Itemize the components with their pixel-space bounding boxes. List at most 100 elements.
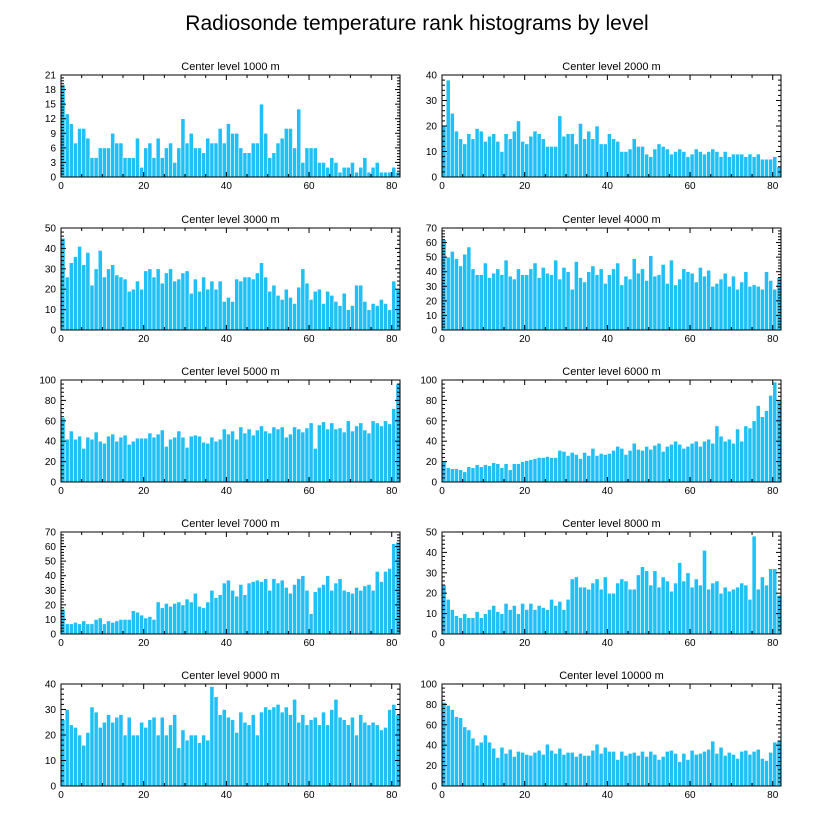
bar: [296, 428, 302, 483]
bar: [507, 609, 513, 635]
bar: [387, 568, 393, 635]
y-tick-label: 30: [426, 568, 438, 579]
bar: [772, 381, 778, 483]
bar: [139, 614, 144, 635]
bar: [246, 152, 252, 178]
y-axis: 0 10 20 30 40: [426, 71, 781, 184]
bar: [755, 405, 761, 483]
bar: [631, 442, 637, 483]
bar: [213, 440, 219, 483]
bar: [693, 281, 699, 331]
bar: [615, 141, 621, 178]
bar: [325, 428, 331, 483]
bar: [304, 147, 310, 178]
bar: [267, 589, 273, 635]
y-tick-label: 80: [426, 396, 438, 407]
bar: [242, 721, 248, 787]
bar: [366, 309, 372, 331]
bar: [139, 288, 144, 331]
y-tick-label: 20: [45, 285, 57, 296]
bar: [553, 457, 559, 483]
bar: [118, 276, 124, 331]
bar: [176, 147, 182, 178]
bar: [714, 425, 720, 483]
bar: [205, 739, 211, 787]
bar: [354, 171, 359, 178]
bar: [602, 746, 608, 787]
bar: [73, 622, 78, 635]
bar: [615, 582, 621, 635]
bar: [155, 601, 161, 635]
bar: [540, 754, 546, 787]
y-tick-label: 10: [426, 147, 438, 158]
bar: [110, 721, 116, 787]
bar: [85, 252, 91, 331]
bar: [669, 153, 674, 178]
bar: [644, 153, 650, 178]
bar: [561, 267, 567, 331]
bar: [698, 445, 703, 483]
bar: [578, 586, 583, 635]
bar: [151, 157, 157, 178]
bar: [350, 162, 355, 178]
bar: [545, 456, 550, 483]
bar: [483, 262, 488, 331]
bar: [354, 734, 359, 787]
bar: [449, 609, 455, 635]
bar: [184, 270, 190, 331]
bar: [184, 598, 190, 635]
bar: [85, 732, 91, 787]
bar: [296, 578, 302, 635]
bar: [462, 143, 468, 178]
bar: [122, 734, 128, 787]
bar: [391, 543, 397, 635]
bar: [147, 268, 153, 331]
bar: [627, 753, 633, 787]
panel-3: Center level 3000 m 0 20 40 60 80 0 10 20 30 40 50: [45, 214, 401, 345]
bar: [151, 436, 157, 483]
bar: [545, 146, 550, 178]
bar: [383, 571, 388, 635]
bar: [139, 166, 144, 178]
bar: [300, 268, 306, 331]
bar: [660, 576, 666, 635]
bar: [747, 153, 753, 178]
bar: [358, 589, 364, 635]
bar: [507, 138, 513, 178]
x-tick-label: 80: [767, 638, 779, 649]
bar: [611, 751, 616, 787]
bar: [333, 582, 339, 635]
bar: [607, 453, 612, 483]
bar: [594, 578, 600, 635]
x-axis: 0 20 40 60 80: [58, 532, 398, 649]
bar: [503, 259, 509, 331]
bar: [598, 588, 604, 635]
bar: [341, 431, 347, 483]
bar: [321, 584, 326, 635]
bar: [250, 581, 256, 635]
bar: [445, 705, 451, 787]
bar: [288, 433, 293, 483]
bar: [143, 437, 149, 483]
bar: [172, 280, 178, 331]
plot-frame: [441, 227, 782, 331]
bar: [536, 749, 542, 787]
bar: [636, 755, 641, 787]
bar: [184, 447, 190, 483]
bar: [549, 599, 554, 635]
bar: [308, 613, 314, 635]
y-tick-label: 0: [431, 782, 437, 793]
bar: [292, 426, 297, 483]
bar: [192, 278, 198, 331]
bar: [188, 734, 194, 787]
bar: [739, 440, 745, 483]
bar: [449, 251, 455, 331]
bar: [561, 609, 567, 635]
bar: [60, 608, 66, 635]
panels-container: Center level 1000 m 0 20 40 60 80 0 3 6 9 12 15 18 21…: [39, 61, 782, 801]
bar: [689, 586, 695, 635]
bar: [615, 262, 621, 331]
bar: [540, 267, 546, 331]
bar: [698, 753, 703, 787]
bar: [102, 276, 107, 331]
